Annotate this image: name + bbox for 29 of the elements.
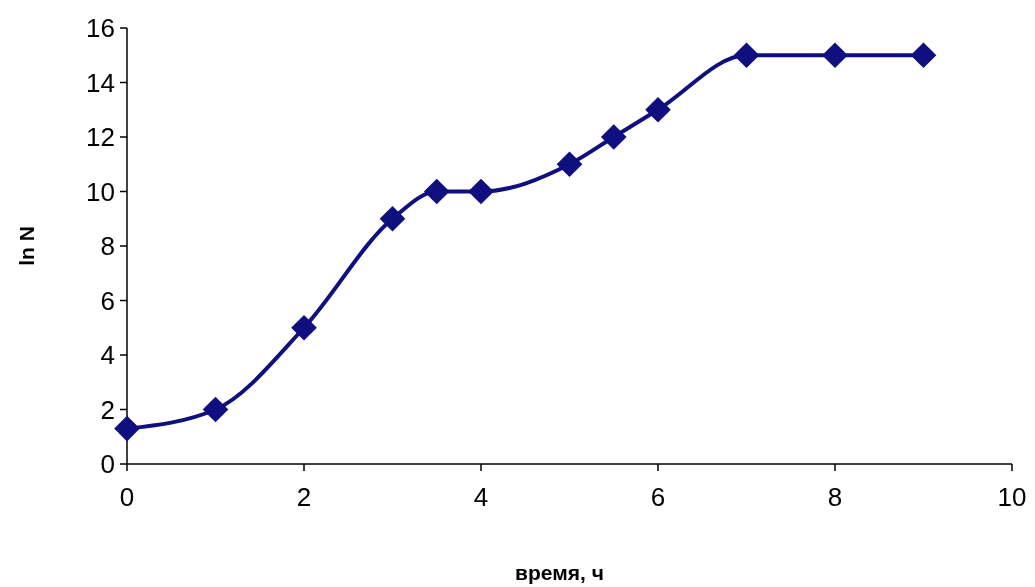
- point: [468, 178, 494, 205]
- point: [910, 42, 937, 69]
- x-tick-label: 10: [997, 482, 1027, 512]
- point: [291, 314, 317, 341]
- x-tick-label: 2: [296, 482, 312, 512]
- point: [822, 42, 848, 69]
- y-tick-label: 12: [86, 122, 115, 153]
- point: [600, 124, 627, 150]
- y-tick-label: 0: [100, 449, 115, 480]
- y-tick-label: 16: [86, 13, 115, 44]
- point: [202, 396, 229, 423]
- y-axis-title: ln N: [15, 226, 38, 266]
- point: [423, 178, 450, 205]
- y-tick-label: 4: [100, 340, 115, 371]
- point: [733, 42, 760, 69]
- y-tick-label: 6: [100, 285, 115, 316]
- point: [556, 151, 583, 178]
- x-tick-label: 6: [650, 482, 666, 512]
- x-tick-label: 0: [119, 482, 135, 512]
- y-tick-label: 2: [100, 394, 115, 425]
- y-tick-label: 8: [100, 231, 115, 262]
- y-tick-label: 10: [86, 176, 115, 207]
- point: [379, 205, 406, 232]
- x-tick-label: 8: [827, 482, 843, 512]
- y-tick-label: 14: [86, 67, 115, 98]
- x-tick-label: 4: [473, 482, 489, 512]
- point: [645, 96, 671, 123]
- point: [114, 415, 140, 442]
- x-axis-title: время, ч: [515, 561, 604, 584]
